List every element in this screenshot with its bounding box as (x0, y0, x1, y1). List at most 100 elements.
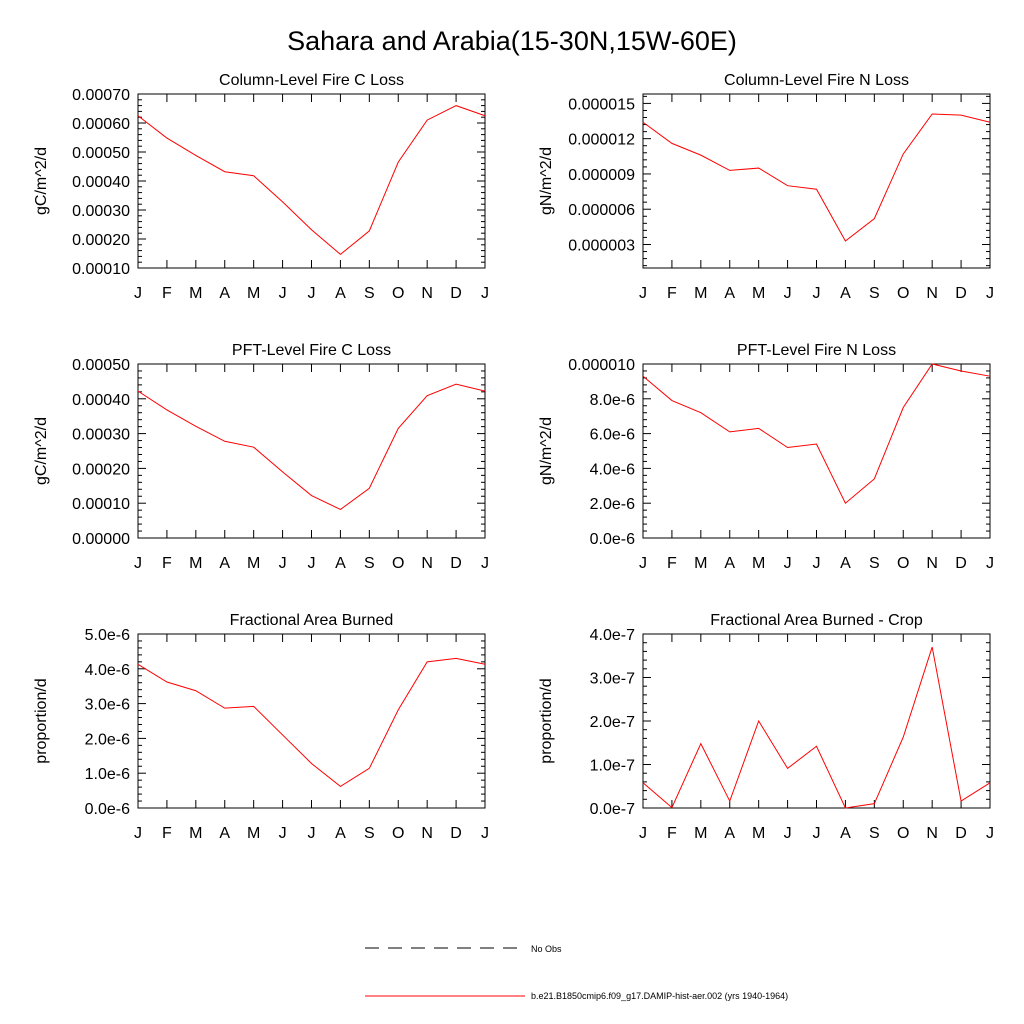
chart-title: Column-Level Fire C Loss (219, 72, 404, 89)
y-tick-label: 0.00050 (72, 357, 130, 374)
y-tick-label: 0.00060 (72, 116, 130, 133)
x-tick-label: J (134, 825, 142, 842)
y-tick-label: 5.0e-6 (85, 627, 130, 644)
x-tick-label: N (421, 825, 433, 842)
x-tick-label: S (869, 285, 880, 302)
series-line (642, 646, 991, 809)
x-tick-label: F (162, 555, 172, 572)
x-tick-label: J (639, 825, 647, 842)
y-tick-label: 0.00030 (72, 203, 130, 220)
y-tick-label: 4.0e-7 (590, 627, 635, 644)
x-tick-label: S (869, 825, 880, 842)
x-tick-label: F (667, 285, 677, 302)
x-tick-label: D (955, 285, 967, 302)
x-tick-label: J (308, 555, 316, 572)
y-tick-label: 0.00010 (72, 261, 130, 278)
series-line (137, 105, 486, 256)
x-tick-label: N (421, 285, 433, 302)
chart-title: PFT-Level Fire C Loss (232, 342, 391, 359)
plot-frame (642, 363, 991, 539)
y-axis-label: gC/m^2/d (33, 147, 50, 215)
y-axis-label: proportion/d (33, 678, 50, 763)
x-tick-label: J (279, 555, 287, 572)
legend: No Obs b.e21.B1850cmip6.f09_g17.DAMIP-hi… (365, 944, 788, 1001)
x-tick-label: A (219, 285, 230, 302)
y-tick-label: 2.0e-6 (590, 496, 635, 513)
x-tick-label: A (840, 555, 851, 572)
chart-title: Fractional Area Burned - Crop (710, 612, 923, 629)
x-tick-label: J (784, 825, 792, 842)
plot-frame (137, 633, 486, 809)
x-tick-label: O (392, 285, 404, 302)
y-tick-label: 0.00020 (72, 232, 130, 249)
y-tick-label: 0.00020 (72, 461, 130, 478)
y-tick-label: 6.0e-6 (590, 427, 635, 444)
y-axis-label: proportion/d (538, 678, 555, 763)
x-tick-label: D (955, 825, 967, 842)
y-tick-label: 0.00040 (72, 174, 130, 191)
chart-title: PFT-Level Fire N Loss (737, 342, 896, 359)
x-tick-label: M (752, 825, 765, 842)
x-tick-label: M (247, 555, 260, 572)
y-tick-label: 1.0e-6 (85, 766, 130, 783)
x-tick-label: O (897, 825, 909, 842)
y-tick-label: 0.000006 (568, 202, 635, 219)
y-tick-label: 0.00010 (72, 496, 130, 513)
x-tick-label: J (784, 555, 792, 572)
y-tick-label: 0.000015 (568, 96, 635, 113)
y-tick-label: 2.0e-7 (590, 714, 635, 731)
y-tick-label: 0.000003 (568, 237, 635, 254)
y-tick-label: 0.0e-6 (85, 801, 130, 818)
x-tick-label: M (752, 285, 765, 302)
series-line (642, 113, 991, 242)
y-tick-label: 0.00000 (72, 531, 130, 548)
y-tick-label: 0.0e-7 (590, 801, 635, 818)
y-tick-label: 0.00030 (72, 427, 130, 444)
y-tick-label: 0.00070 (72, 87, 130, 104)
x-tick-label: D (450, 285, 462, 302)
x-tick-label: M (189, 285, 202, 302)
x-tick-label: J (481, 825, 489, 842)
x-tick-label: S (869, 555, 880, 572)
x-tick-label: M (189, 555, 202, 572)
x-tick-label: J (986, 285, 994, 302)
x-tick-label: A (724, 285, 735, 302)
y-tick-label: 0.0e-6 (590, 531, 635, 548)
y-tick-label: 0.00050 (72, 145, 130, 162)
legend-obs-label: No Obs (531, 944, 562, 954)
x-tick-label: J (813, 555, 821, 572)
series-line (137, 657, 486, 788)
x-tick-label: D (450, 555, 462, 572)
x-tick-label: N (926, 825, 938, 842)
x-tick-label: N (421, 555, 433, 572)
x-tick-label: J (639, 555, 647, 572)
plot-frame (642, 633, 991, 809)
x-tick-label: J (639, 285, 647, 302)
x-tick-label: J (279, 825, 287, 842)
x-tick-label: A (219, 555, 230, 572)
x-tick-label: A (724, 825, 735, 842)
x-tick-label: J (308, 285, 316, 302)
x-tick-label: M (694, 285, 707, 302)
y-axis-label: gN/m^2/d (538, 417, 555, 485)
chart-title: Fractional Area Burned (230, 612, 394, 629)
x-tick-label: J (279, 285, 287, 302)
x-tick-label: M (694, 555, 707, 572)
x-tick-label: S (364, 825, 375, 842)
x-tick-label: A (724, 555, 735, 572)
x-tick-label: A (335, 285, 346, 302)
x-tick-label: J (134, 555, 142, 572)
x-tick-label: O (392, 825, 404, 842)
x-tick-label: M (247, 825, 260, 842)
plot-frame (137, 93, 486, 269)
x-tick-label: N (926, 285, 938, 302)
x-tick-label: A (840, 285, 851, 302)
chart-title: Column-Level Fire N Loss (724, 72, 909, 89)
y-tick-label: 2.0e-6 (85, 731, 130, 748)
